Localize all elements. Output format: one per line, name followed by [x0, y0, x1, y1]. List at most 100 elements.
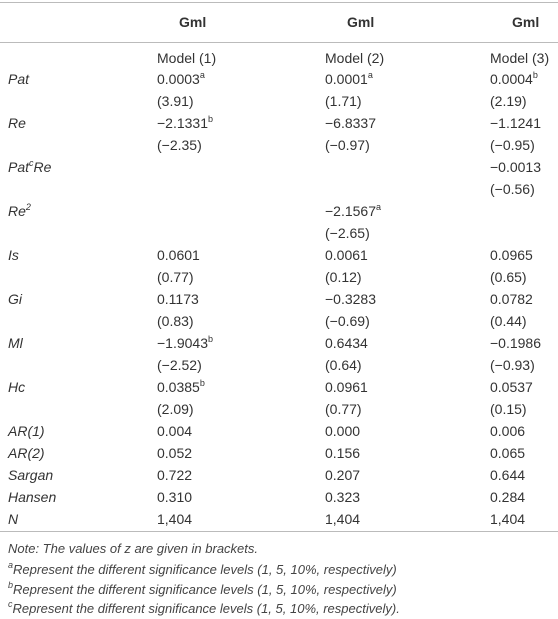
cell: 0.004 [157, 421, 192, 442]
cell: −2.1567a [325, 201, 381, 222]
cell: −1.9043b [157, 333, 213, 354]
row-label: Hansen [8, 487, 56, 508]
cell: 0.722 [157, 465, 192, 486]
text: (−2.35) [157, 137, 202, 153]
text: (2.19) [490, 93, 527, 109]
cell: 0.6434 [325, 333, 368, 354]
superscript: a [199, 70, 205, 80]
text: Pat [8, 159, 30, 175]
cell: 0.1173 [157, 289, 199, 310]
text: Re [8, 115, 26, 131]
text: Hansen [8, 489, 57, 505]
table-row: (0.77) (0.12) (0.65) [0, 267, 558, 288]
text: 1,404 [157, 511, 193, 527]
cell: 0.0385b [157, 377, 205, 398]
table-row: Pat 0.0003a 0.0001a 0.0004b [0, 69, 558, 90]
cell: −1.1241 [490, 113, 541, 134]
text: Pat [8, 71, 30, 87]
table-row: AR(1) 0.004 0.000 0.006 [0, 421, 558, 442]
column-header: Gml [179, 14, 207, 30]
column-header: Gml [512, 14, 540, 30]
row-label: AR(1) [8, 421, 45, 442]
cell: (−2.65) [325, 223, 370, 244]
text: 0.004 [157, 423, 193, 439]
text: 0.310 [157, 489, 193, 505]
footnote-text: Represent the different significance lev… [12, 601, 400, 616]
cell: −6.8337 [325, 113, 376, 134]
text: (−2.52) [157, 357, 202, 373]
text: (0.77) [325, 401, 362, 417]
footnote-mark: a [8, 560, 14, 570]
row-label: Gi [8, 289, 22, 310]
text: 0.284 [490, 489, 526, 505]
row-label: Ml [8, 333, 23, 354]
text: 0.6434 [325, 335, 368, 351]
column-header: Gml [347, 14, 375, 30]
text: (2.09) [157, 401, 194, 417]
footnote-text: Represent the different significance lev… [13, 562, 397, 577]
text: (1.71) [325, 93, 362, 109]
header-row: Gml Gml Gml [0, 12, 558, 33]
cell: (−2.52) [157, 355, 202, 376]
text: 0.0385 [157, 379, 200, 395]
cell: (−0.95) [490, 135, 535, 156]
cell: (2.19) [490, 91, 527, 112]
text: 0.207 [325, 467, 361, 483]
table-row: (2.09) (0.77) (0.15) [0, 399, 558, 420]
text: 0.000 [325, 423, 361, 439]
text: 1,404 [490, 511, 526, 527]
text: 0.065 [490, 445, 526, 461]
cell: −0.1986 [490, 333, 541, 354]
cell: 0.065 [490, 443, 525, 464]
cell: 0.052 [157, 443, 192, 464]
cell: 0.0003a [157, 69, 205, 90]
cell: (0.12) [325, 267, 362, 288]
cell: (2.09) [157, 399, 194, 420]
text: (−0.97) [325, 137, 370, 153]
cell: (0.77) [325, 399, 362, 420]
text: Hc [8, 379, 26, 395]
text: AR(2) [8, 445, 45, 461]
cell: −2.1331b [157, 113, 213, 134]
footnote-mark: b [8, 579, 14, 590]
text: Re [8, 203, 26, 219]
table-row: Is 0.0601 0.0061 0.0965 [0, 245, 558, 266]
row-label: AR(2) [8, 443, 45, 464]
cell: 0.006 [490, 421, 525, 442]
superscript: b [208, 334, 214, 344]
text: (0.15) [490, 401, 527, 417]
cell: (−0.97) [325, 135, 370, 156]
superscript: a [376, 202, 382, 212]
text: 0.722 [157, 467, 193, 483]
cell: 0.644 [490, 465, 525, 486]
cell: (0.83) [157, 311, 194, 332]
superscript: a [367, 70, 373, 80]
text: (0.83) [157, 313, 194, 329]
text: 0.323 [325, 489, 361, 505]
cell: 0.000 [325, 421, 360, 442]
text: 0.644 [490, 467, 526, 483]
text: Sargan [8, 467, 54, 483]
text: −1.9043 [157, 335, 208, 351]
footnote-mark: c [8, 599, 13, 609]
text: (0.64) [325, 357, 362, 373]
table-row: Hansen 0.310 0.323 0.284 [0, 487, 558, 508]
superscript: b [208, 114, 214, 124]
text: −0.1986 [490, 335, 541, 351]
row-label: N [8, 509, 18, 530]
cell: 0.0061 [325, 245, 368, 266]
superscript: b [199, 378, 205, 388]
text: 0.0061 [325, 247, 368, 263]
cell: (1.71) [325, 91, 362, 112]
text: −2.1331 [157, 115, 208, 131]
cell: (−0.93) [490, 355, 535, 376]
text: 0.0782 [490, 291, 533, 307]
superscript: b [532, 70, 538, 80]
text: Re [33, 159, 52, 175]
text: 0.006 [490, 423, 526, 439]
table-row: Hc 0.0385b 0.0961 0.0537 [0, 377, 558, 398]
text: 0.0537 [490, 379, 533, 395]
cell: (0.77) [157, 267, 194, 288]
table-row: Gi 0.1173 −0.3283 0.0782 [0, 289, 558, 310]
table-row: AR(2) 0.052 0.156 0.065 [0, 443, 558, 464]
